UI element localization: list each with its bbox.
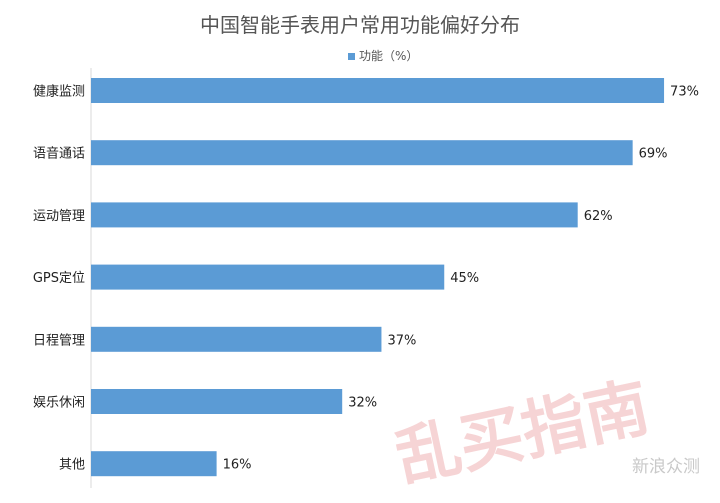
legend-label: 功能（%）: [359, 49, 418, 63]
category-label: 运动管理: [33, 209, 85, 224]
data-label: 37%: [387, 333, 416, 348]
bar: [91, 78, 665, 103]
data-label: 45%: [450, 271, 479, 286]
data-label: 16%: [223, 458, 252, 473]
category-label: 娱乐休闲: [33, 396, 85, 411]
data-label: 69%: [639, 147, 668, 162]
bar: [91, 264, 445, 290]
legend-swatch: [348, 53, 355, 60]
brand-logo: 新浪众测: [632, 457, 700, 477]
data-label: 32%: [348, 396, 377, 411]
watermark: 乱买指南: [390, 371, 656, 497]
bar: [91, 202, 578, 228]
category-label: 健康监测: [33, 84, 85, 100]
bar: [91, 451, 217, 477]
bars-layer: 健康监测 73% 语音通话 69% 运动管理 62% GPS定位 45% 日程管理 37% 娱乐休闲…: [33, 78, 699, 477]
bar: [91, 140, 633, 166]
data-label: 62%: [584, 209, 613, 224]
bar: [91, 389, 343, 414]
category-label: 其他: [59, 458, 85, 473]
data-label: 73%: [670, 85, 699, 100]
category-label: GPS定位: [33, 271, 85, 286]
bar: [91, 326, 382, 352]
chart-title: 中国智能手表用户常用功能偏好分布: [200, 13, 520, 37]
category-label: 日程管理: [33, 333, 85, 348]
category-label: 语音通话: [33, 146, 85, 162]
